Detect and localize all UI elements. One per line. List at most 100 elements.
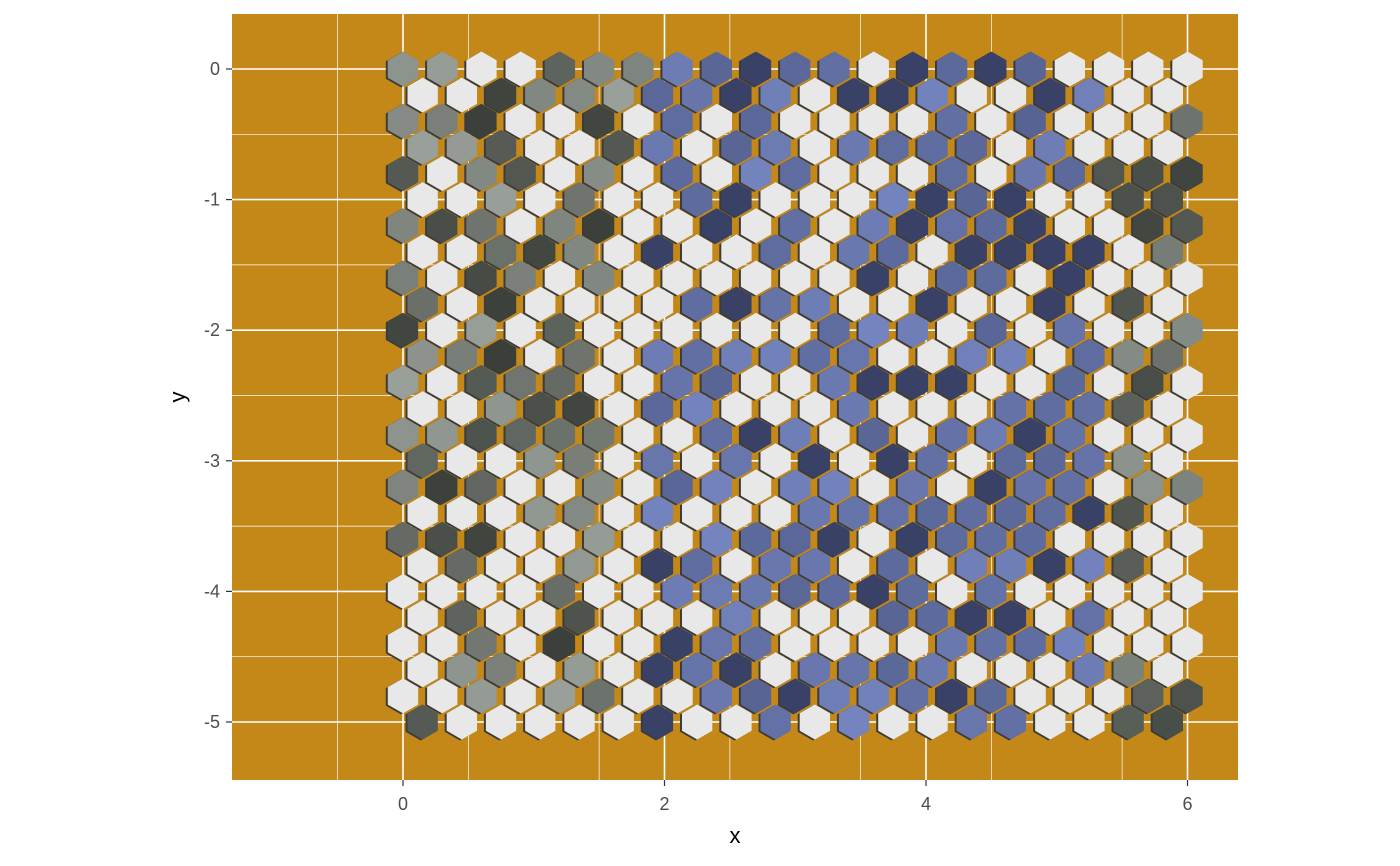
hex-fill (878, 234, 909, 270)
hex-cell (1072, 182, 1105, 219)
hex-cell (483, 234, 517, 271)
hex-fill (897, 469, 929, 505)
hex-cell (582, 417, 615, 454)
hex-cell (778, 521, 811, 558)
hex-cell (640, 652, 674, 689)
hex-cell (876, 704, 909, 741)
hex-fill (897, 626, 929, 662)
hex-fill (1054, 417, 1085, 453)
hex-cell (1052, 678, 1085, 715)
hex-cell (503, 521, 536, 558)
hex-cell (1052, 51, 1085, 88)
hex-fill (897, 573, 929, 609)
hex-fill (505, 573, 536, 609)
hex-cell (758, 652, 791, 689)
hex-cells (385, 51, 1203, 741)
hex-cell (1150, 129, 1183, 166)
hex-cell (601, 234, 634, 271)
hex-cell (719, 652, 752, 689)
hex-cell (660, 626, 693, 663)
hex-fill (544, 417, 576, 453)
hex-cell (778, 469, 811, 506)
hex-fill (446, 443, 477, 479)
hex-fill (603, 443, 634, 479)
hex-cell (738, 678, 772, 715)
hex-fill (760, 704, 791, 740)
hex-fill (799, 600, 830, 635)
hex-cell (856, 626, 889, 663)
hex-cell (895, 156, 929, 192)
hex-cell (1033, 286, 1066, 323)
hex-cell (778, 626, 811, 663)
hex-fill (1093, 156, 1125, 191)
hex-cell (523, 495, 556, 532)
hex-fill (858, 51, 889, 87)
hex-cell (738, 573, 772, 610)
hex-fill (564, 77, 595, 113)
hex-cell (856, 208, 889, 245)
hex-cell (836, 495, 870, 532)
hex-cell (935, 469, 968, 506)
hex-fill (819, 521, 850, 557)
hex-cell (1033, 600, 1066, 636)
hex-fill (740, 364, 772, 400)
hex-fill (937, 312, 968, 348)
hex-fill (1054, 156, 1085, 191)
hex-cell (483, 704, 517, 741)
hex-fill (995, 391, 1027, 427)
hex-cell (758, 495, 791, 532)
hex-fill (1152, 391, 1183, 427)
hex-fill (564, 129, 595, 165)
hex-fill (995, 182, 1027, 218)
hex-fill (721, 547, 752, 583)
hex-fill (662, 469, 693, 505)
hex-cell (640, 129, 674, 166)
hex-cell (680, 652, 713, 689)
hex-fill (858, 678, 889, 714)
hex-fill (760, 182, 791, 218)
hex-cell (1150, 600, 1183, 636)
hex-cell (503, 469, 536, 506)
hex-cell (778, 312, 811, 349)
hex-fill (544, 678, 576, 714)
hex-cell (425, 260, 458, 297)
hex-cell (1170, 260, 1203, 297)
hex-fill (937, 678, 968, 714)
hex-fill (682, 234, 713, 270)
hex-fill (466, 521, 497, 557)
hex-cell (640, 443, 674, 480)
hex-fill (1172, 103, 1203, 139)
hex-cell (523, 652, 556, 689)
hex-fill (466, 678, 497, 714)
hex-fill (446, 600, 477, 635)
hex-fill (799, 652, 830, 688)
hex-cell (836, 182, 870, 219)
hex-cell (974, 573, 1007, 610)
hex-fill (956, 234, 987, 270)
hex-cell (660, 417, 693, 454)
hex-fill (446, 286, 477, 322)
hex-cell (680, 338, 713, 375)
hex-cell (836, 77, 870, 114)
hex-fill (466, 469, 497, 505)
hex-cell (483, 652, 517, 689)
hex-cell (915, 704, 948, 741)
hex-cell (1072, 547, 1105, 584)
hex-cell (542, 312, 576, 349)
hex-fill (780, 312, 811, 348)
hex-cell (503, 51, 536, 88)
hex-cell (1131, 312, 1164, 349)
hex-cell (503, 260, 536, 297)
hex-fill (858, 103, 889, 139)
hex-fill (721, 182, 752, 218)
hex-fill (721, 129, 752, 165)
hex-fill (505, 312, 536, 348)
hex-cell (601, 704, 634, 741)
hex-cell (738, 208, 772, 245)
hex-cell (1033, 443, 1066, 480)
hex-cell (1170, 678, 1203, 715)
hex-cell (797, 443, 830, 480)
hex-cell (758, 129, 791, 166)
hex-cell (719, 77, 752, 114)
hex-fill (740, 312, 772, 348)
